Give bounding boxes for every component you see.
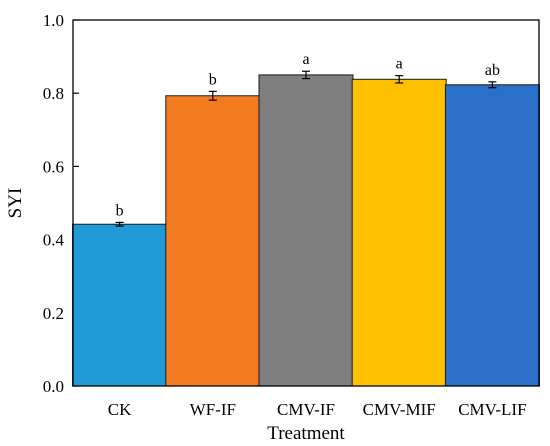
x-tick-label: CMV-LIF — [458, 400, 526, 419]
bar-cmv-mif — [351, 78, 447, 387]
y-tick-label: 0.2 — [43, 304, 64, 323]
x-tick-label: CK — [108, 400, 132, 419]
y-tick-label: 1.0 — [43, 11, 64, 30]
x-tick-label: CMV-IF — [277, 400, 335, 419]
significance-label: a — [302, 51, 309, 68]
bar-ck — [72, 223, 168, 387]
x-axis-tick-labels: CK WF-IF CMV-IF CMV-MIF CMV-LIF — [108, 400, 527, 419]
bar-cmv-if — [258, 74, 354, 387]
x-axis-title: Treatment — [267, 423, 345, 444]
x-tick-label: CMV-MIF — [363, 400, 436, 419]
bar-cmv-lif — [444, 84, 540, 387]
significance-label: ab — [485, 62, 500, 79]
y-axis-ticks: 0.0 0.2 0.4 0.6 0.8 1.0 — [43, 11, 79, 396]
y-axis-title: SYI — [5, 188, 26, 219]
bar-wf-if — [165, 95, 261, 387]
y-tick-label: 0.0 — [43, 377, 64, 396]
y-tick-label: 0.6 — [43, 157, 64, 176]
plot-frame — [72, 19, 540, 387]
bars — [72, 74, 540, 387]
significance-label: b — [209, 71, 217, 88]
significance-label: b — [116, 202, 124, 219]
significance-labels: b b a a ab — [116, 51, 500, 219]
y-tick-label: 0.4 — [43, 231, 65, 250]
significance-label: a — [396, 56, 403, 73]
error-bars — [115, 70, 497, 227]
y-tick-label: 0.8 — [43, 84, 64, 103]
x-tick-label: WF-IF — [190, 400, 236, 419]
